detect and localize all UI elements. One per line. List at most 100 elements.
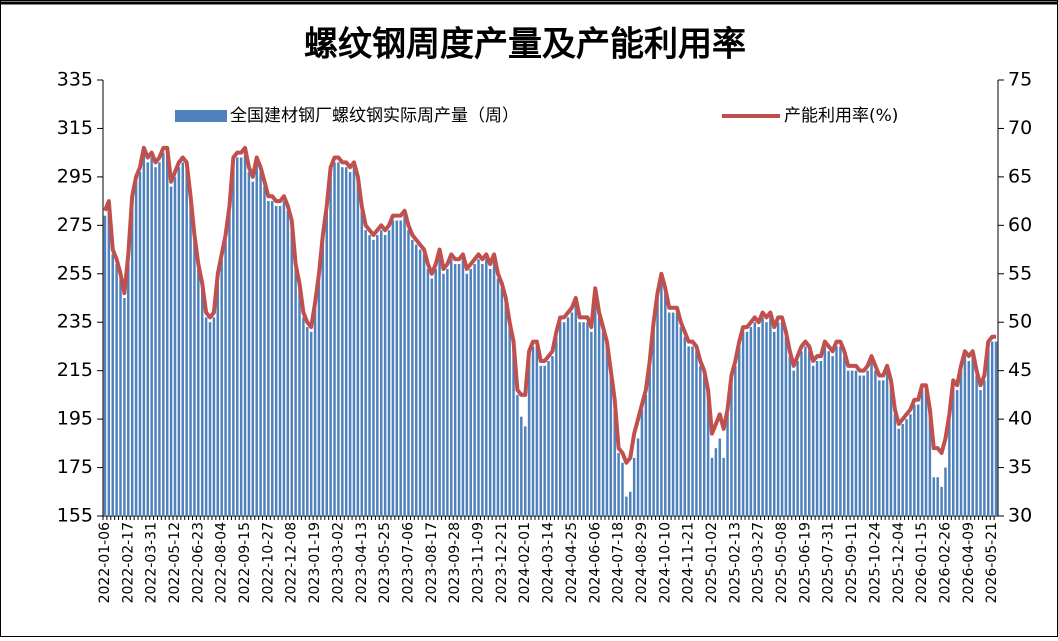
- bar: [862, 375, 865, 516]
- bar: [737, 346, 741, 516]
- y-tick-label: 255: [57, 262, 93, 284]
- x-tick-label: 2023-05-25: [377, 522, 393, 603]
- bar: [348, 172, 352, 517]
- bar: [278, 205, 282, 516]
- x-tick-label: 2024-07-18: [611, 522, 627, 603]
- bar: [243, 152, 247, 516]
- bar: [329, 172, 332, 517]
- bar: [395, 220, 399, 516]
- bar: [870, 360, 873, 516]
- x-tick-label: 2022-02-17: [120, 522, 136, 603]
- bar: [294, 268, 297, 516]
- bar: [730, 380, 733, 516]
- y2-tick-label: 40: [1008, 408, 1032, 430]
- bar: [983, 380, 986, 516]
- bar: [162, 152, 165, 516]
- bar: [411, 239, 414, 516]
- y2-tick-label: 35: [1008, 456, 1032, 478]
- bar: [337, 162, 340, 516]
- bar: [539, 365, 543, 516]
- bar: [726, 414, 729, 516]
- bar: [808, 351, 811, 516]
- bar: [383, 235, 387, 516]
- bar: [103, 215, 107, 516]
- bar: [784, 336, 788, 516]
- bar: [341, 167, 344, 516]
- bar: [107, 205, 111, 516]
- bar: [702, 375, 706, 516]
- bar: [344, 167, 348, 516]
- x-tick-label: 2023-11-09: [471, 522, 487, 603]
- bar: [629, 491, 632, 516]
- bar: [590, 331, 593, 516]
- bar: [656, 298, 659, 516]
- bar: [905, 419, 908, 516]
- bar: [119, 278, 122, 516]
- bar: [255, 162, 258, 516]
- x-tick-label: 2024-03-14: [541, 522, 557, 603]
- bar: [173, 176, 177, 516]
- legend-swatch: [175, 110, 227, 122]
- bar: [520, 416, 523, 516]
- bar: [675, 312, 679, 516]
- bar: [224, 239, 227, 516]
- bar: [897, 428, 901, 516]
- x-tick-label: 2023-04-13: [354, 522, 370, 603]
- bar: [150, 157, 153, 516]
- x-tick-label: 2024-10-10: [657, 522, 673, 603]
- bar: [679, 327, 683, 516]
- bar: [858, 375, 862, 516]
- bar: [154, 167, 157, 516]
- bar: [403, 215, 406, 516]
- bar: [990, 341, 994, 516]
- y2-tick-label: 45: [1008, 359, 1032, 381]
- bar: [959, 370, 963, 516]
- bar: [422, 254, 426, 516]
- bar: [259, 172, 262, 517]
- bar: [955, 390, 959, 516]
- bar: [671, 312, 675, 516]
- bar: [948, 419, 951, 516]
- bar: [854, 370, 858, 516]
- bar: [325, 210, 328, 517]
- bar: [928, 414, 932, 516]
- x-tick-label: 2022-06-23: [190, 522, 206, 603]
- bar: [800, 351, 803, 516]
- x-tick-label: 2024-06-06: [587, 522, 603, 603]
- y2-tick-label: 75: [1008, 69, 1032, 91]
- x-tick-label: 2022-08-04: [214, 522, 230, 603]
- bar: [232, 162, 235, 516]
- bar: [979, 390, 982, 516]
- bar: [667, 312, 671, 516]
- legend-label: 全国建材钢厂螺纹钢实际周产量（周）: [230, 106, 519, 126]
- x-tick-label: 2023-01-19: [307, 522, 323, 603]
- bar: [477, 259, 480, 516]
- bar: [317, 278, 321, 516]
- bar: [940, 486, 943, 516]
- bar: [547, 360, 550, 516]
- bar: [208, 322, 212, 516]
- bar: [753, 322, 757, 516]
- y-tick-label: 155: [57, 505, 93, 527]
- y-tick-label: 335: [57, 69, 93, 91]
- bar: [796, 360, 799, 516]
- bar: [496, 278, 500, 516]
- bar: [761, 317, 764, 516]
- bar: [492, 259, 496, 516]
- bar: [228, 210, 231, 517]
- bar: [302, 317, 305, 516]
- bar: [461, 259, 465, 516]
- y-tick-label: 235: [57, 311, 93, 333]
- bar: [193, 239, 196, 516]
- bar: [212, 317, 216, 516]
- bar: [516, 394, 519, 516]
- bar: [189, 201, 192, 516]
- bar: [306, 327, 309, 516]
- bar: [263, 186, 266, 517]
- bar: [181, 162, 185, 516]
- bar: [535, 346, 539, 516]
- bar: [971, 356, 974, 516]
- x-tick-label: 2023-12-21: [494, 522, 510, 603]
- bar: [523, 426, 527, 516]
